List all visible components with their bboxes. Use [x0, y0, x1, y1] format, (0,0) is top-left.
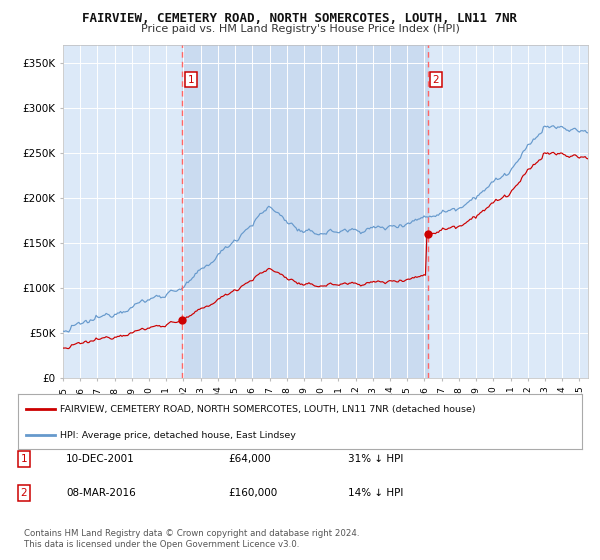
Text: £64,000: £64,000: [228, 454, 271, 464]
Text: 31% ↓ HPI: 31% ↓ HPI: [348, 454, 403, 464]
Text: 1: 1: [20, 454, 28, 464]
Text: Price paid vs. HM Land Registry's House Price Index (HPI): Price paid vs. HM Land Registry's House …: [140, 24, 460, 34]
Text: 1: 1: [188, 75, 194, 85]
Bar: [182, 45, 428, 378]
Text: 14% ↓ HPI: 14% ↓ HPI: [348, 488, 403, 498]
Text: £160,000: £160,000: [228, 488, 277, 498]
Text: 2: 2: [433, 75, 439, 85]
Text: Contains HM Land Registry data © Crown copyright and database right 2024.
This d: Contains HM Land Registry data © Crown c…: [24, 529, 359, 549]
Text: FAIRVIEW, CEMETERY ROAD, NORTH SOMERCOTES, LOUTH, LN11 7NR (detached house): FAIRVIEW, CEMETERY ROAD, NORTH SOMERCOTE…: [60, 404, 476, 413]
Text: 10-DEC-2001: 10-DEC-2001: [66, 454, 135, 464]
Text: 08-MAR-2016: 08-MAR-2016: [66, 488, 136, 498]
Text: FAIRVIEW, CEMETERY ROAD, NORTH SOMERCOTES, LOUTH, LN11 7NR: FAIRVIEW, CEMETERY ROAD, NORTH SOMERCOTE…: [83, 12, 517, 25]
Text: HPI: Average price, detached house, East Lindsey: HPI: Average price, detached house, East…: [60, 431, 296, 440]
Text: 2: 2: [20, 488, 28, 498]
